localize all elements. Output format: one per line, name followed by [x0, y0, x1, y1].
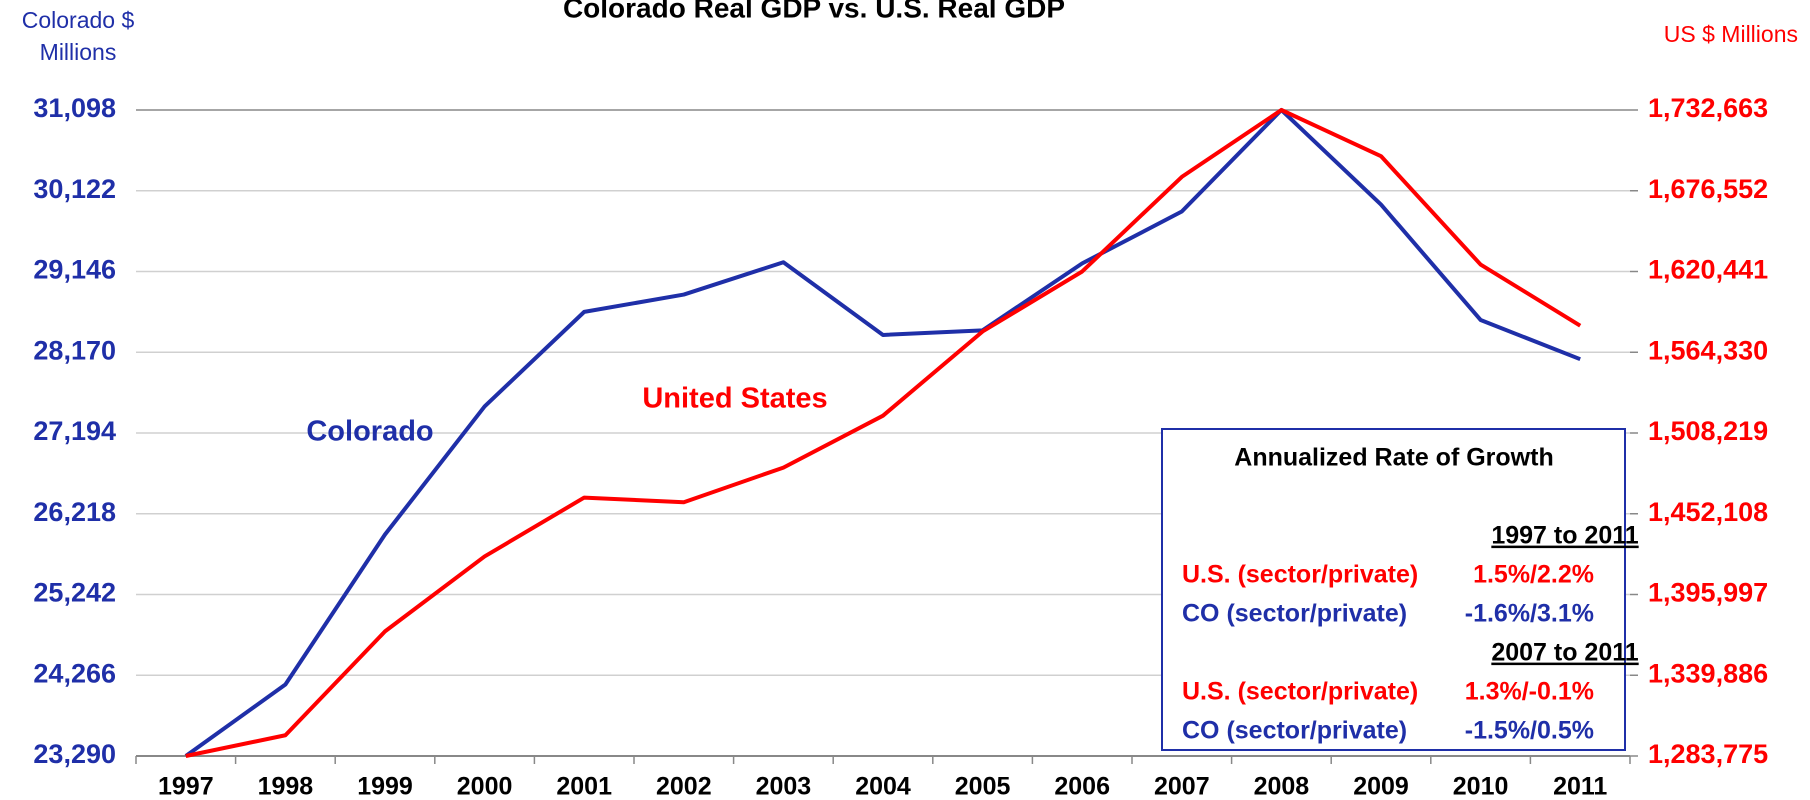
y-tick-label: 24,266	[33, 658, 116, 688]
y2-tick-label: 1,676,552	[1648, 174, 1768, 204]
y2-tick-label: 1,452,108	[1648, 497, 1768, 527]
y2-tick-label: 1,283,775	[1648, 739, 1768, 769]
y-tick-label: 31,098	[33, 93, 116, 123]
y-tick-label: 28,170	[33, 335, 116, 365]
series-label: Colorado	[306, 416, 433, 448]
x-tick-label: 1997	[158, 773, 214, 800]
series-label: United States	[642, 383, 827, 415]
series-line	[185, 108, 1582, 758]
period-label: 1997 to 2011	[1491, 522, 1638, 550]
x-tick-label: 2004	[855, 773, 911, 800]
y2-tick-label: 1,395,997	[1648, 578, 1768, 608]
row-value: -1.6%/3.1%	[1465, 600, 1594, 628]
row-label: CO (sector/private)	[1182, 717, 1407, 745]
y2-axis-label: US $ Millions	[1664, 21, 1798, 47]
y-tick-label: 29,146	[33, 255, 116, 285]
y2-tick-label: 1,508,219	[1648, 416, 1768, 446]
y2-tick-label: 1,339,886	[1648, 658, 1768, 688]
y-tick-label: 23,290	[33, 739, 116, 769]
chart-title: Colorado Real GDP vs. U.S. Real GDP	[563, 0, 1065, 23]
row-value: 1.5%/2.2%	[1473, 561, 1594, 589]
y2-tick-label: 1,732,663	[1648, 93, 1768, 123]
y-axis-label-line: Colorado $	[22, 7, 135, 33]
x-tick-label: 2003	[756, 773, 812, 800]
y2-tick-label: 1,564,330	[1648, 335, 1768, 365]
y-tick-label: 30,122	[33, 174, 116, 204]
y-axis-label: Colorado $ Millions	[22, 7, 135, 65]
y-tick-label: 27,194	[33, 416, 116, 446]
x-tick-label: 2010	[1453, 773, 1509, 800]
row-value: -1.5%/0.5%	[1465, 717, 1594, 745]
y2-tick-label: 1,620,441	[1648, 255, 1768, 285]
x-tick-label: 2001	[556, 773, 612, 800]
series-line	[184, 108, 1581, 758]
x-tick-label: 1998	[258, 773, 314, 800]
growth-box	[1161, 428, 1626, 751]
period-label: 2007 to 2011	[1491, 639, 1638, 667]
y-tick-label: 26,218	[33, 497, 116, 527]
y-tick-label: 25,242	[33, 578, 116, 608]
x-tick-label: 2005	[955, 773, 1011, 800]
x-tick-label: 2002	[656, 773, 712, 800]
x-tick-label: 2008	[1254, 773, 1310, 800]
row-label: U.S. (sector/private)	[1182, 678, 1418, 706]
x-tick-label: 2011	[1553, 773, 1607, 800]
x-tick-label: 1999	[357, 773, 413, 800]
row-label: U.S. (sector/private)	[1182, 561, 1418, 589]
y-axis-label-line: Millions	[40, 39, 117, 65]
x-tick-label: 2000	[457, 773, 513, 800]
row-label: CO (sector/private)	[1182, 600, 1407, 628]
x-tick-label: 2007	[1154, 773, 1210, 800]
growth-box-title: Annualized Rate of Growth	[1234, 444, 1553, 472]
row-value: 1.3%/-0.1%	[1465, 678, 1594, 706]
x-tick-label: 2006	[1054, 773, 1110, 800]
x-tick-label: 2009	[1353, 773, 1409, 800]
